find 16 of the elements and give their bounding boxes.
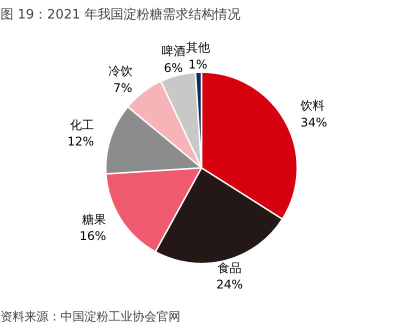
slice-label: 饮料 — [299, 98, 324, 113]
slice-label: 食品 — [218, 260, 242, 275]
slice-label: 冷饮 — [108, 64, 132, 78]
slice-label: 化工 — [70, 118, 94, 132]
data-label: 1% — [188, 57, 208, 72]
data-label: 7% — [113, 80, 132, 95]
chart-title: 图 19：2021 年我国淀粉糖需求结构情况 — [0, 8, 240, 22]
data-label: 16% — [79, 229, 106, 244]
data-label: 34% — [300, 115, 328, 130]
data-label: 24% — [216, 278, 243, 292]
text: 资料来源：中国淀粉工业协会官网 — [0, 310, 180, 324]
slice-label: 啤酒 — [161, 44, 186, 58]
slice-label: 其他 — [186, 40, 210, 55]
data-label: 6% — [164, 60, 183, 75]
slice-label: 糖果 — [82, 212, 106, 226]
data-label: 12% — [67, 134, 94, 149]
